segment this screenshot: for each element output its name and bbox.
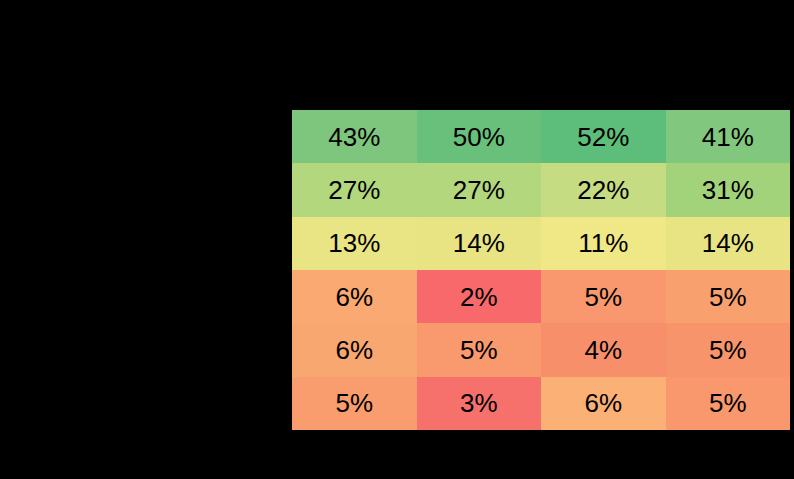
heatmap-cell-r4c4: 5% <box>666 270 791 323</box>
heatmap-cell-r2c4: 31% <box>666 163 791 216</box>
heatmap-cell-r2c1: 27% <box>292 163 417 216</box>
heatmap-cell-r1c2: 50% <box>417 110 542 163</box>
heatmap-cell-r1c3: 52% <box>541 110 666 163</box>
heatmap-cell-r4c2: 2% <box>417 270 542 323</box>
heatmap-cell-r4c1: 6% <box>292 270 417 323</box>
heatmap-cell-r2c2: 27% <box>417 163 542 216</box>
heatmap-cell-r6c1: 5% <box>292 377 417 430</box>
heatmap-cell-r6c3: 6% <box>541 377 666 430</box>
heatmap-cell-r6c2: 3% <box>417 377 542 430</box>
heatmap-cell-r3c1: 13% <box>292 217 417 270</box>
heatmap-cell-r2c3: 22% <box>541 163 666 216</box>
heatmap-cell-r5c1: 6% <box>292 323 417 376</box>
heatmap-table: 43%50%52%41%27%27%22%31%13%14%11%14%6%2%… <box>292 110 790 430</box>
heatmap-cell-r3c4: 14% <box>666 217 791 270</box>
heatmap-cell-r4c3: 5% <box>541 270 666 323</box>
heatmap-cell-r5c4: 5% <box>666 323 791 376</box>
heatmap-cell-r1c1: 43% <box>292 110 417 163</box>
heatmap-cell-r3c2: 14% <box>417 217 542 270</box>
chart-canvas: 43%50%52%41%27%27%22%31%13%14%11%14%6%2%… <box>0 0 794 479</box>
heatmap-cell-r6c4: 5% <box>666 377 791 430</box>
heatmap-cell-r5c2: 5% <box>417 323 542 376</box>
heatmap-cell-r1c4: 41% <box>666 110 791 163</box>
heatmap-cell-r3c3: 11% <box>541 217 666 270</box>
heatmap-cell-r5c3: 4% <box>541 323 666 376</box>
